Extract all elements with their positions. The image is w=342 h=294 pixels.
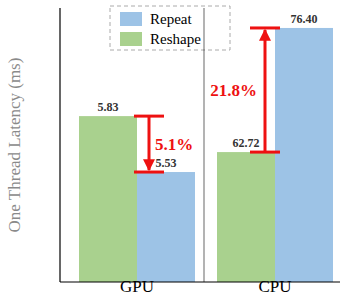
annotation-text: 21.8% xyxy=(210,81,257,100)
legend-label: Repeat xyxy=(150,11,192,27)
legend: Repeat Reshape xyxy=(110,6,230,50)
annotation-cap xyxy=(134,171,164,174)
bars xyxy=(79,116,195,282)
bar xyxy=(275,28,333,282)
data-label: 62.72 xyxy=(233,136,260,150)
legend-swatch xyxy=(120,12,142,26)
legend-box xyxy=(110,6,230,50)
legend-swatch xyxy=(120,32,142,46)
annotation-line xyxy=(264,30,267,152)
bar xyxy=(217,152,275,282)
data-label: 76.40 xyxy=(291,12,318,26)
y-axis-line xyxy=(59,8,60,282)
annotation-text: 5.1% xyxy=(155,135,193,154)
bars xyxy=(217,28,333,282)
x-axis-line xyxy=(204,281,340,282)
chart-root: 5.83 5.53 GPU 5.1% One Thread Latency (ms) Re… xyxy=(0,0,342,294)
y-axis-label: One Thread Latency (ms) xyxy=(5,58,24,233)
y-axis-line xyxy=(204,8,205,282)
data-label: 5.83 xyxy=(98,100,119,114)
x-axis-line xyxy=(60,281,204,282)
annotation-cap xyxy=(250,26,280,29)
x-tick-label: CPU xyxy=(258,277,291,294)
x-tick-label: GPU xyxy=(120,277,154,294)
legend-label: Reshape xyxy=(150,31,201,47)
bar xyxy=(79,116,137,282)
annotation-line xyxy=(148,116,151,170)
data-label: 5.53 xyxy=(156,156,177,170)
bar xyxy=(137,172,195,282)
